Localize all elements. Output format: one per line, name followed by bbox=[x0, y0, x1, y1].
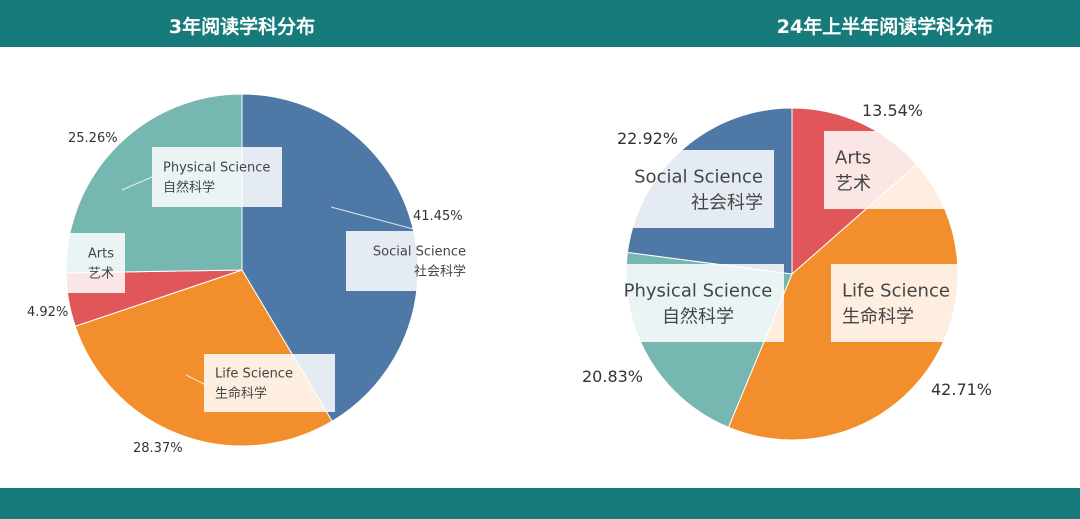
chart-2-pct-social-science: 22.92% bbox=[617, 129, 678, 148]
chart-2-label-physical-science: Physical Science bbox=[624, 280, 773, 301]
chart-2-label-cn-physical-science: 自然科学 bbox=[662, 306, 734, 327]
chart-2-label-arts: Arts bbox=[835, 147, 871, 168]
chart-2-label-box-physical-science bbox=[612, 264, 784, 342]
chart-1-label-life-science: Life Science bbox=[215, 367, 293, 382]
chart-2-title: 24年上半年阅读学科分布 bbox=[776, 16, 994, 38]
chart-1-label-box-life-science bbox=[204, 354, 335, 412]
chart-2-label-cn-life-science: 生命科学 bbox=[842, 306, 914, 327]
chart-1-leader-physical-science bbox=[121, 176, 153, 191]
chart-2-pct-life-science: 42.71% bbox=[931, 380, 992, 399]
header-band bbox=[0, 0, 1080, 47]
chart-1-slice-social-science bbox=[241, 93, 419, 422]
footer-band bbox=[0, 488, 1080, 519]
chart-1-label-cn-social-science: 社会科学 bbox=[414, 264, 466, 280]
chart-2-label-cn-arts: 艺术 bbox=[835, 173, 871, 194]
chart-1-label-cn-arts: 艺术 bbox=[88, 267, 114, 282]
chart-1-pct-life-science: 28.37% bbox=[133, 441, 183, 456]
chart-2-label-box-social-science bbox=[602, 150, 774, 228]
chart-2-label-social-science: Social Science bbox=[634, 166, 763, 187]
chart-2-label-cn-social-science: 社会科学 bbox=[691, 192, 763, 213]
chart-1-label-physical-science: Physical Science bbox=[163, 161, 270, 176]
chart-1-label-box-social-science bbox=[346, 231, 477, 291]
chart-1-label-arts: Arts bbox=[88, 247, 114, 262]
chart-1-pct-physical-science: 25.26% bbox=[68, 131, 118, 146]
chart-1-pct-social-science: 41.45% bbox=[413, 209, 463, 224]
chart-1-leader-social-science bbox=[330, 206, 414, 230]
chart-2-label-life-science: Life Science bbox=[842, 280, 950, 301]
chart-1-label-box-physical-science bbox=[152, 147, 282, 207]
chart-1-label-cn-physical-science: 自然科学 bbox=[163, 180, 215, 196]
chart-2-label-box-arts bbox=[824, 131, 996, 209]
chart-1-label-cn-life-science: 生命科学 bbox=[215, 386, 267, 402]
chart-1-label-social-science: Social Science bbox=[373, 245, 466, 260]
chart-1-title: 3年阅读学科分布 bbox=[168, 16, 316, 38]
chart-2-pct-arts: 13.54% bbox=[862, 101, 923, 120]
chart-2-pct-physical-science: 20.83% bbox=[582, 367, 643, 386]
chart-1-label-box-arts bbox=[0, 233, 125, 293]
chart-1-leader-life-science bbox=[185, 374, 207, 386]
chart-1-pct-arts: 4.92% bbox=[27, 305, 68, 320]
chart-2-label-box-life-science bbox=[831, 264, 1003, 342]
